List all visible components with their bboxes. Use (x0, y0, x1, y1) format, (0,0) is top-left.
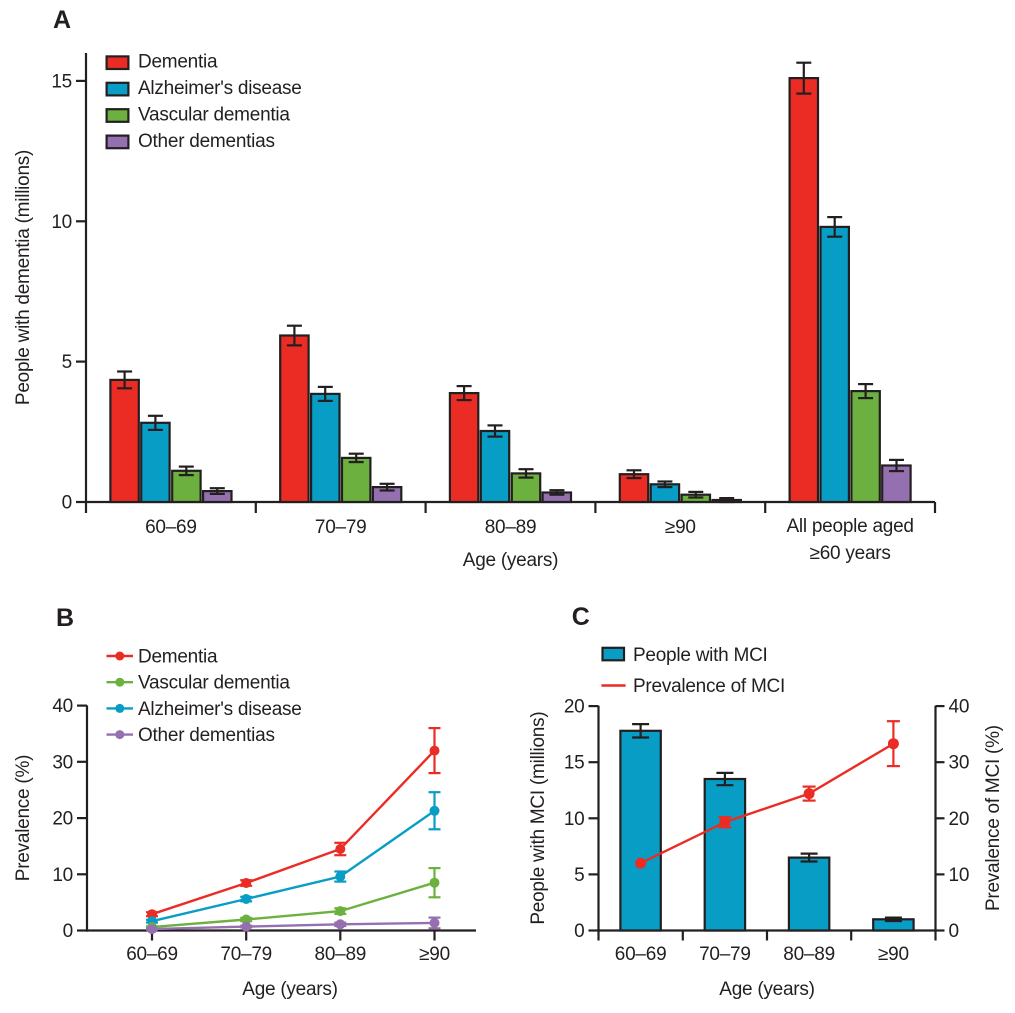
svg-text:Age (years): Age (years) (719, 979, 814, 1000)
svg-text:10: 10 (564, 809, 585, 830)
svg-text:20: 20 (564, 697, 585, 718)
svg-text:Age (years): Age (years) (463, 550, 558, 571)
svg-text:All people aged: All people aged (786, 516, 913, 537)
svg-text:People with MCI (millions): People with MCI (millions) (528, 712, 549, 925)
svg-text:70–79: 70–79 (220, 944, 272, 965)
svg-text:70–79: 70–79 (699, 944, 751, 965)
svg-text:5: 5 (62, 352, 72, 373)
svg-text:5: 5 (574, 865, 584, 886)
svg-text:Prevalence (%): Prevalence (%) (13, 755, 34, 881)
svg-text:Age (years): Age (years) (242, 979, 337, 1000)
svg-text:10: 10 (52, 865, 73, 886)
svg-text:Alzheimer's disease: Alzheimer's disease (138, 78, 302, 99)
svg-text:80–89: 80–89 (783, 944, 835, 965)
svg-text:60–69: 60–69 (126, 944, 178, 965)
svg-text:0: 0 (949, 921, 959, 942)
svg-text:Other dementias: Other dementias (138, 131, 275, 152)
svg-text:Dementia: Dementia (138, 52, 218, 73)
svg-text:60–69: 60–69 (145, 517, 197, 538)
svg-text:40: 40 (52, 696, 73, 717)
svg-text:40: 40 (949, 697, 970, 718)
svg-text:60–69: 60–69 (615, 944, 667, 965)
svg-text:20: 20 (949, 809, 970, 830)
svg-text:Vascular dementia: Vascular dementia (138, 104, 290, 125)
svg-text:10: 10 (949, 865, 970, 886)
svg-text:10: 10 (51, 212, 72, 233)
svg-text:30: 30 (52, 752, 73, 773)
svg-text:Dementia: Dementia (138, 647, 218, 668)
svg-text:≥90: ≥90 (419, 944, 450, 965)
svg-text:People with MCI: People with MCI (633, 645, 768, 666)
svg-text:Other dementias: Other dementias (138, 725, 275, 746)
svg-text:15: 15 (51, 71, 72, 92)
svg-text:0: 0 (62, 493, 72, 514)
svg-text:70–79: 70–79 (315, 517, 367, 538)
svg-text:Prevalence of MCI: Prevalence of MCI (633, 676, 785, 697)
svg-text:≥60 years: ≥60 years (810, 543, 891, 564)
svg-text:Alzheimer's disease: Alzheimer's disease (138, 699, 302, 720)
svg-text:80–89: 80–89 (485, 517, 537, 538)
svg-text:0: 0 (63, 921, 73, 942)
svg-text:Vascular dementia: Vascular dementia (138, 673, 290, 694)
svg-text:People with dementia (millions: People with dementia (millions) (13, 150, 34, 405)
svg-text:0: 0 (574, 921, 584, 942)
svg-text:Prevalence of MCI (%): Prevalence of MCI (%) (983, 725, 1004, 911)
svg-text:A: A (53, 6, 71, 34)
svg-text:15: 15 (564, 753, 585, 774)
svg-text:B: B (56, 604, 74, 632)
svg-text:C: C (572, 603, 590, 631)
svg-text:30: 30 (949, 753, 970, 774)
svg-text:20: 20 (52, 809, 73, 830)
svg-text:≥90: ≥90 (665, 517, 696, 538)
svg-text:80–89: 80–89 (315, 944, 367, 965)
svg-text:≥90: ≥90 (878, 944, 909, 965)
